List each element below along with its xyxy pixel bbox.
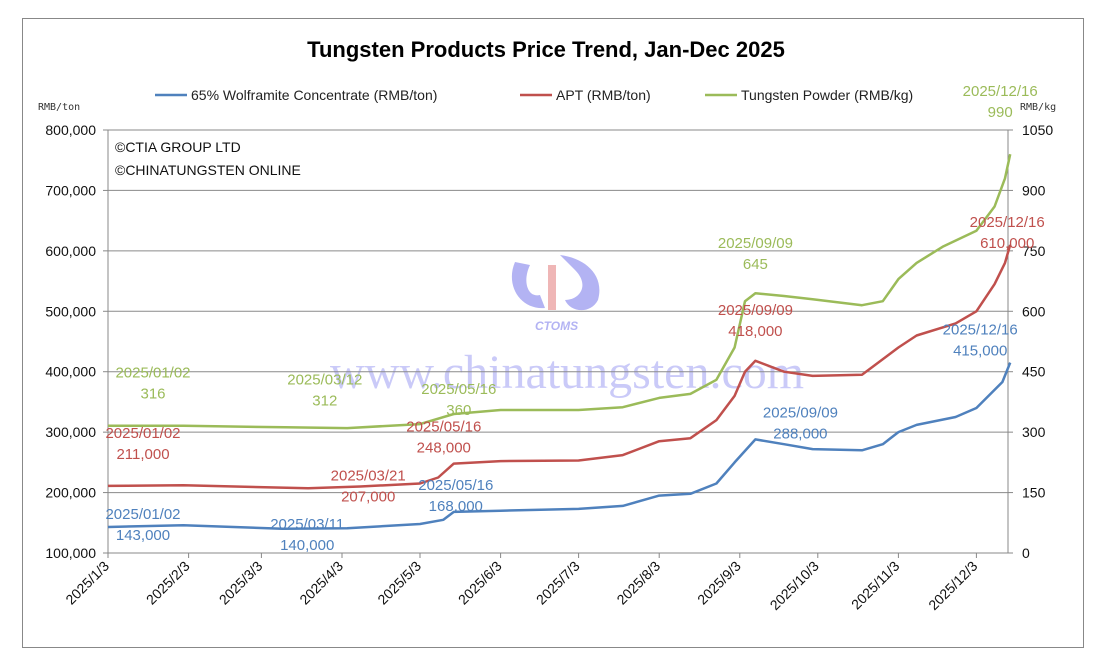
legend: 65% Wolframite Concentrate (RMB/ton) APT …	[155, 87, 913, 103]
gridlines	[108, 129, 1008, 494]
copyright-chinatungsten: ©CHINATUNGSTEN ONLINE	[115, 162, 301, 178]
annotation-label: 211,000	[116, 446, 169, 463]
ctoms-logo: CTOMS	[511, 255, 600, 333]
right-tick-label: 150	[1022, 485, 1046, 501]
x-tick-label: 2025/12/3	[925, 558, 981, 614]
x-tick-label: 2025/6/3	[455, 558, 505, 608]
watermark-text: www.chinatungsten.com	[330, 346, 804, 399]
annotations: 2025/01/023162025/03/123122025/05/163602…	[105, 83, 1044, 554]
annotation-label: 2025/05/16	[418, 477, 493, 494]
annotation-label: 2025/01/02	[105, 506, 180, 523]
chart-frame	[22, 18, 1084, 648]
right-tick-label: 300	[1022, 424, 1046, 440]
x-tick-label: 2025/1/3	[62, 558, 112, 608]
right-tick-label: 0	[1022, 545, 1030, 561]
annotation-label: 288,000	[773, 425, 827, 442]
x-tick-label: 2025/4/3	[296, 558, 346, 608]
annotation-label: 2025/05/16	[421, 381, 496, 398]
left-tick-label: 300,000	[45, 424, 96, 440]
legend-label-0: 65% Wolframite Concentrate (RMB/ton)	[191, 87, 437, 103]
annotation-label: 2025/09/09	[763, 404, 838, 421]
annotation-label: 990	[988, 104, 1013, 121]
left-axis-unit: RMB/ton	[38, 102, 80, 113]
annotation-label: 316	[140, 386, 165, 403]
annotation-label: 2025/03/12	[287, 371, 362, 388]
annotation-label: 2025/03/21	[331, 467, 406, 484]
copyright-ctia: ©CTIA GROUP LTD	[115, 139, 241, 155]
series-line-2	[108, 153, 1012, 430]
annotation-label: 248,000	[417, 440, 471, 457]
series-lines	[107, 153, 1012, 531]
left-tick-label: 400,000	[45, 364, 96, 380]
right-tick-label: 750	[1022, 243, 1046, 259]
legend-label-2: Tungsten Powder (RMB/kg)	[741, 87, 913, 103]
right-tick-label: 600	[1022, 303, 1046, 319]
left-tick-label: 200,000	[45, 485, 96, 501]
right-tick-label: 1050	[1022, 122, 1053, 138]
x-tick-label: 2025/7/3	[533, 558, 583, 608]
x-tick-label: 2025/11/3	[848, 558, 903, 613]
x-tick-label: 2025/9/3	[694, 558, 744, 608]
annotation-label: 143,000	[116, 527, 170, 544]
x-tick-label: 2025/3/3	[216, 558, 266, 608]
right-tick-label: 900	[1022, 182, 1046, 198]
left-tick-label: 700,000	[45, 182, 96, 198]
x-tick-label: 2025/5/3	[374, 558, 424, 608]
left-tick-label: 500,000	[45, 303, 96, 319]
annotation-label: 168,000	[429, 498, 483, 515]
right-tick-label: 450	[1022, 364, 1046, 380]
chart-title: Tungsten Products Price Trend, Jan-Dec 2…	[307, 37, 785, 62]
annotation-label: 207,000	[341, 488, 395, 505]
annotation-label: 2025/12/16	[963, 83, 1038, 100]
annotation-label: 2025/05/16	[406, 419, 481, 436]
annotation-label: 2025/09/09	[718, 302, 793, 319]
logo-text: CTOMS	[535, 319, 578, 333]
series-line-0	[107, 362, 1012, 531]
annotation-label: 645	[743, 256, 768, 273]
x-tick-label: 2025/10/3	[767, 558, 823, 614]
annotation-label: 2025/12/16	[943, 322, 1018, 339]
annotation-label: 2025/09/09	[718, 235, 793, 252]
annotation-label: 2025/03/11	[270, 516, 344, 533]
annotation-label: 140,000	[280, 537, 334, 554]
left-tick-label: 600,000	[45, 243, 96, 259]
annotation-label: 415,000	[953, 343, 1007, 360]
annotation-label: 610,000	[980, 235, 1034, 252]
annotation-label: 360	[446, 402, 471, 419]
annotation-label: 418,000	[728, 323, 782, 340]
left-tick-label: 100,000	[45, 545, 96, 561]
legend-label-1: APT (RMB/ton)	[556, 87, 651, 103]
annotation-label: 2025/01/02	[105, 425, 180, 442]
right-axis-unit: RMB/kg	[1020, 102, 1056, 113]
annotation-label: 2025/12/16	[970, 214, 1045, 231]
x-tick-label: 2025/8/3	[613, 558, 663, 608]
annotation-label: 2025/01/02	[115, 365, 190, 382]
x-tick-label: 2025/2/3	[143, 558, 193, 608]
annotation-label: 312	[312, 392, 337, 409]
left-tick-label: 800,000	[45, 122, 96, 138]
series-line-1	[107, 244, 1012, 490]
